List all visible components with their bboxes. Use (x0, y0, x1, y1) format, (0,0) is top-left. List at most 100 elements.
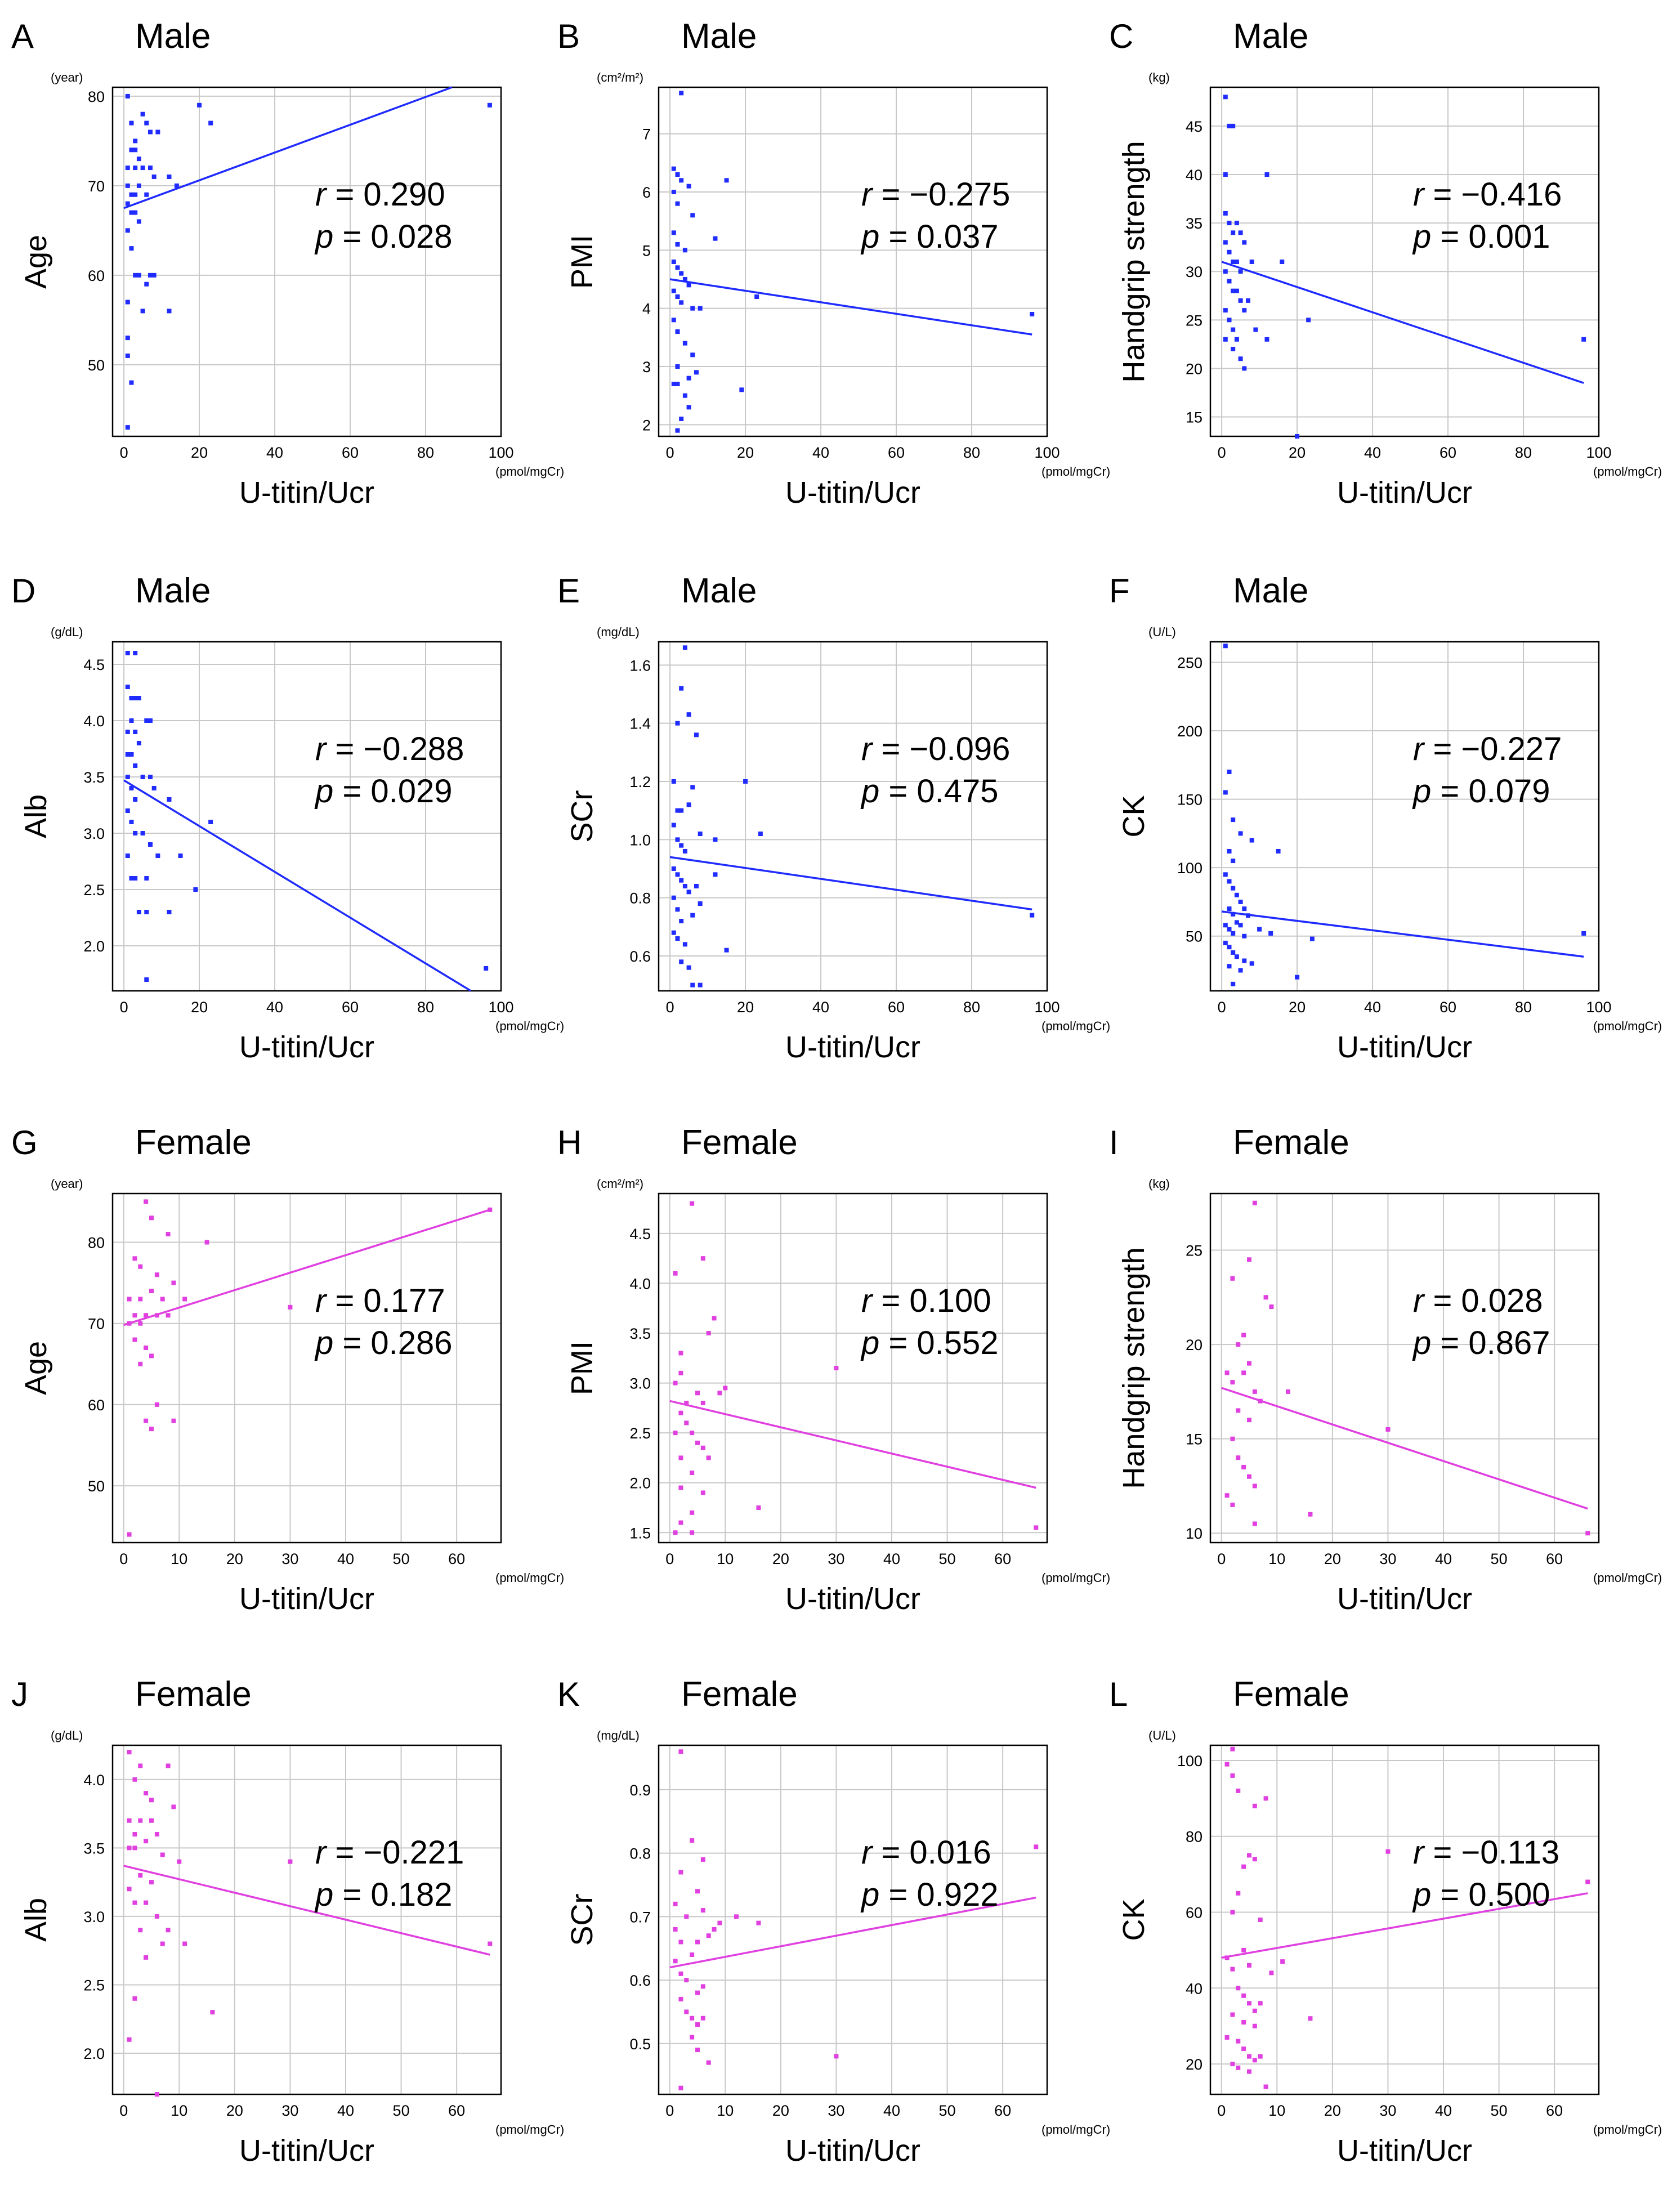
p-value: p = 0.922 (860, 1876, 999, 1913)
data-point (133, 696, 138, 700)
data-point (675, 428, 680, 433)
x-tick-label: 40 (1364, 999, 1381, 1016)
x-unit-label: (pmol/mgCr) (1041, 1571, 1110, 1585)
x-axis-title: U-titin/Ucr (239, 1030, 374, 1064)
y-unit-label: (year) (51, 1177, 83, 1191)
x-tick-label: 0 (666, 444, 674, 461)
regression-line (669, 856, 1032, 911)
data-point (671, 288, 676, 293)
data-point (678, 1485, 683, 1490)
y-unit-label: (U/L) (1148, 1728, 1176, 1742)
data-point (684, 1420, 689, 1425)
y-tick-label: 4.0 (83, 713, 105, 730)
data-point (1223, 872, 1228, 877)
data-point (132, 1256, 137, 1261)
data-point (147, 272, 153, 278)
data-point (1295, 434, 1300, 439)
data-point (671, 166, 676, 171)
data-point (171, 1418, 176, 1423)
y-tick-label: 25 (1186, 312, 1202, 329)
r-value-text: = −0.221 (326, 1834, 464, 1871)
data-point (125, 166, 130, 171)
panel-sex-title: Female (1233, 1123, 1349, 1162)
data-point (1231, 931, 1236, 936)
data-point (1236, 1788, 1241, 1793)
plot-frame (658, 1192, 1048, 1544)
x-axis-title: U-titin/Ucr (1337, 1582, 1472, 1616)
data-point (125, 336, 130, 341)
data-point (288, 1304, 293, 1310)
r-value: r = −0.113 (1413, 1834, 1559, 1871)
data-point (671, 382, 676, 386)
data-point (678, 2085, 683, 2090)
x-unit-label: (pmol/mgCr) (495, 1571, 564, 1585)
data-point (698, 901, 703, 906)
p-value-text: = 0.552 (879, 1325, 998, 1361)
data-point (1241, 1864, 1246, 1869)
p-value: p = 0.552 (860, 1325, 999, 1361)
y-tick-label: 15 (1186, 1431, 1202, 1448)
data-point (678, 1749, 683, 1754)
data-point (144, 910, 149, 914)
y-tick-label: 40 (1186, 167, 1202, 184)
data-point (1231, 230, 1236, 235)
data-point (1252, 1857, 1257, 1862)
data-point (167, 174, 172, 179)
x-tick-label: 0 (119, 2102, 128, 2119)
x-tick-label: 10 (1268, 1550, 1285, 1567)
data-point (1585, 1879, 1590, 1884)
data-point (712, 1927, 717, 1932)
data-point (675, 329, 680, 334)
data-point (147, 166, 153, 171)
data-point (1247, 1853, 1251, 1858)
data-point (144, 192, 149, 197)
x-tick-label: 0 (1217, 1550, 1226, 1567)
data-point (690, 2035, 695, 2040)
data-point (133, 148, 138, 153)
y-tick-label: 15 (1186, 409, 1202, 426)
y-tick-label: 4 (642, 301, 651, 318)
data-point (178, 853, 183, 858)
y-tick-label: 60 (88, 1397, 105, 1414)
r-value: r = −0.096 (861, 731, 1010, 767)
data-point (144, 876, 149, 881)
p-value: p = 0.028 (314, 218, 453, 255)
data-point (673, 1530, 678, 1535)
data-point (125, 300, 130, 305)
data-point (1241, 2046, 1246, 2052)
panel-letter: A (11, 17, 34, 55)
data-point (673, 1901, 678, 1906)
p-value-text: = 0.286 (333, 1325, 452, 1361)
data-point (1224, 2035, 1230, 2040)
x-unit-label: (pmol/mgCr) (495, 1019, 564, 1033)
y-tick-label: 80 (1186, 1829, 1202, 1845)
data-point (127, 1818, 132, 1823)
y-tick-label: 3.5 (629, 1325, 651, 1342)
r-symbol: r (1413, 1834, 1425, 1871)
x-tick-label: 20 (191, 444, 208, 461)
r-value-text: = −0.096 (872, 731, 1010, 767)
data-point (144, 1791, 149, 1796)
data-point (127, 2037, 132, 2042)
data-point (1241, 1993, 1246, 1998)
x-tick-label: 80 (1515, 999, 1532, 1016)
panel-letter: E (557, 572, 580, 610)
x-tick-label: 0 (665, 1550, 674, 1567)
r-symbol: r (861, 176, 874, 213)
x-tick-label: 40 (812, 999, 829, 1016)
x-axis-title: U-titin/Ucr (239, 476, 374, 510)
data-point (834, 1366, 839, 1370)
x-tick-label: 100 (1034, 999, 1060, 1016)
data-point (144, 281, 149, 287)
r-value-text: = −0.416 (1424, 176, 1562, 213)
data-point (144, 718, 149, 723)
data-point (288, 1859, 293, 1864)
regression-line (123, 779, 472, 992)
data-point (700, 1445, 705, 1450)
data-point (132, 1845, 137, 1851)
plot-frame (658, 86, 1048, 437)
p-value: p = 0.500 (1412, 1876, 1550, 1913)
data-point (166, 1763, 171, 1768)
data-point (1581, 931, 1586, 936)
